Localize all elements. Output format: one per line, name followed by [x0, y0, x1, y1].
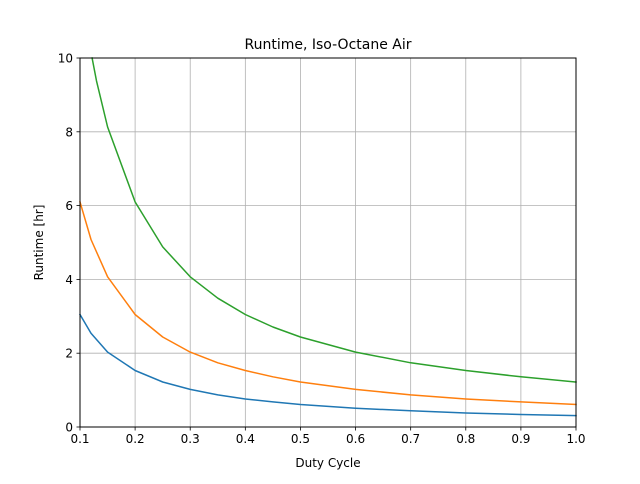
x-tick-label: 1.0 — [566, 432, 585, 446]
series-lines — [78, 57, 577, 417]
y-tick-label: 4 — [65, 273, 73, 287]
x-tick-label: 0.8 — [456, 432, 475, 446]
x-tick-label: 0.2 — [126, 432, 145, 446]
x-tick-label: 0.1 — [70, 432, 89, 446]
series-line-2 — [79, 200, 577, 406]
x-tick-label: 0.4 — [236, 432, 255, 446]
axis-ticks: 0.1 0.2 0.3 0.4 0.5 0.6 0.7 0.8 0.9 1.0 0 2 4 6 8 10 — [58, 52, 586, 447]
x-axis-label: Duty Cycle — [295, 456, 360, 470]
series-line-1 — [78, 313, 577, 417]
plot-frame — [79, 57, 577, 428]
y-tick-label: 6 — [65, 199, 73, 213]
y-axis-label: Runtime [hr] — [32, 205, 46, 281]
y-tick-label: 8 — [65, 125, 73, 139]
series-line-3 — [91, 57, 577, 383]
x-tick-label: 0.7 — [401, 432, 420, 446]
y-tick-label: 0 — [65, 421, 73, 435]
x-tick-label: 0.3 — [181, 432, 200, 446]
y-tick-label: 10 — [58, 52, 73, 66]
chart-title: Runtime, Iso-Octane Air — [244, 37, 411, 53]
x-tick-label: 0.6 — [346, 432, 365, 446]
x-tick-label: 0.9 — [511, 432, 530, 446]
x-tick-label: 0.5 — [291, 432, 310, 446]
y-tick-label: 2 — [65, 347, 73, 361]
